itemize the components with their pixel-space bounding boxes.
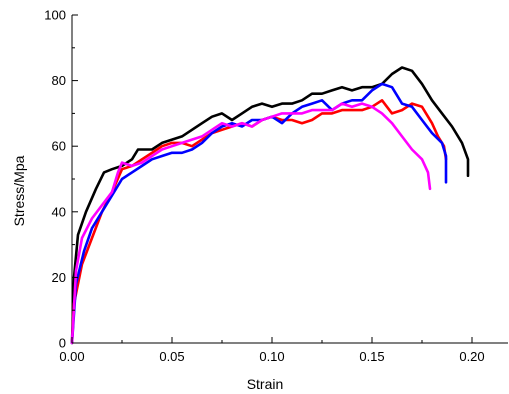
x-tick-label: 0.15 [359, 349, 384, 364]
axes-frame [71, 15, 508, 344]
ticks-layer: 0.00 0.05 0.10 0.15 0.20 0 20 40 60 80 100 [44, 8, 484, 365]
series-line-2 [70, 99, 448, 345]
x-tick-label: 0.10 [259, 349, 284, 364]
x-tick-label: 0.20 [459, 349, 484, 364]
series-layer [70, 66, 470, 345]
y-tick-label: 100 [44, 8, 66, 23]
series-line-1 [70, 66, 470, 345]
y-axis-title: Stress/Mpa [11, 155, 27, 226]
y-tick-label: 80 [52, 73, 66, 88]
y-tick-label: 60 [52, 139, 66, 154]
x-tick-label: 0.00 [59, 349, 84, 364]
series-line-4 [70, 102, 432, 345]
x-tick-label: 0.05 [159, 349, 184, 364]
y-tick-label: 20 [52, 270, 66, 285]
y-tick-label: 40 [52, 204, 66, 219]
x-axis-title: Strain [247, 376, 284, 392]
y-tick-label: 0 [59, 336, 66, 351]
